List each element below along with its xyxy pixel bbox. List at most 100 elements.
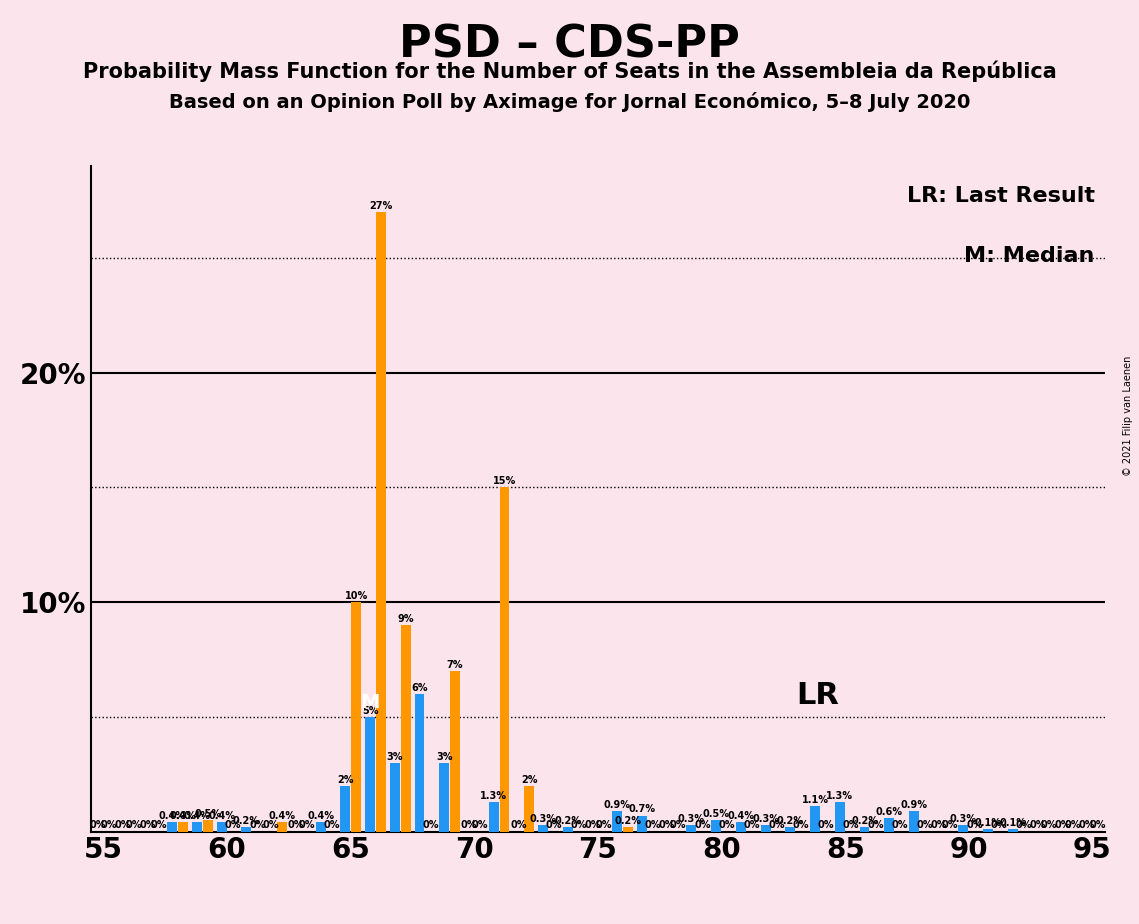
Bar: [860, 827, 869, 832]
Bar: [810, 807, 820, 832]
Text: 0%: 0%: [1054, 821, 1071, 831]
Bar: [983, 830, 993, 832]
Text: 0.2%: 0.2%: [232, 816, 260, 826]
Text: 0.2%: 0.2%: [777, 816, 804, 826]
Bar: [440, 763, 449, 832]
Text: 0%: 0%: [658, 821, 675, 831]
Text: Based on an Opinion Poll by Aximage for Jornal Económico, 5–8 July 2020: Based on an Opinion Poll by Aximage for …: [169, 92, 970, 113]
Bar: [376, 213, 386, 832]
Bar: [711, 821, 721, 832]
Text: M: M: [360, 693, 379, 712]
Bar: [958, 825, 968, 832]
Text: 0%: 0%: [100, 821, 117, 831]
Text: 0%: 0%: [224, 821, 240, 831]
Text: 0%: 0%: [645, 821, 661, 831]
Text: 0%: 0%: [298, 821, 316, 831]
Bar: [538, 825, 548, 832]
Text: 0%: 0%: [966, 821, 983, 831]
Bar: [687, 825, 696, 832]
Text: 9%: 9%: [398, 614, 413, 624]
Text: 0%: 0%: [596, 821, 612, 831]
Text: M: Median: M: Median: [965, 246, 1095, 266]
Bar: [786, 827, 795, 832]
Text: LR: Last Result: LR: Last Result: [907, 187, 1095, 206]
Text: 0%: 0%: [115, 821, 131, 831]
Text: 2%: 2%: [521, 774, 538, 784]
Text: 0.4%: 0.4%: [269, 811, 295, 821]
Text: 15%: 15%: [493, 477, 516, 486]
Bar: [524, 785, 534, 832]
Bar: [489, 802, 499, 832]
Text: 0%: 0%: [719, 821, 736, 831]
Text: 0%: 0%: [917, 821, 933, 831]
Text: 3%: 3%: [436, 751, 452, 761]
Text: 0.2%: 0.2%: [615, 816, 641, 826]
Text: 0%: 0%: [1065, 821, 1081, 831]
Text: 0%: 0%: [1030, 821, 1046, 831]
Text: 0.9%: 0.9%: [604, 800, 631, 809]
Text: 0%: 0%: [510, 821, 526, 831]
Text: 0%: 0%: [249, 821, 265, 831]
Text: © 2021 Filip van Laenen: © 2021 Filip van Laenen: [1123, 356, 1133, 476]
Text: 0%: 0%: [139, 821, 156, 831]
Text: 0%: 0%: [1090, 821, 1106, 831]
Bar: [623, 827, 633, 832]
Bar: [216, 822, 227, 832]
Text: 3%: 3%: [386, 751, 403, 761]
Bar: [241, 827, 252, 832]
Text: 0.3%: 0.3%: [678, 813, 705, 823]
Bar: [366, 717, 375, 832]
Text: 0%: 0%: [423, 821, 439, 831]
Text: 0%: 0%: [460, 821, 477, 831]
Text: 0%: 0%: [1040, 821, 1057, 831]
Text: 0%: 0%: [263, 821, 279, 831]
Text: 0%: 0%: [941, 821, 958, 831]
Bar: [450, 671, 460, 832]
Text: 1.3%: 1.3%: [826, 791, 853, 800]
Text: 0%: 0%: [670, 821, 686, 831]
Text: 0.4%: 0.4%: [183, 811, 211, 821]
Bar: [203, 821, 213, 832]
Text: 0%: 0%: [892, 821, 909, 831]
Text: 0%: 0%: [793, 821, 810, 831]
Text: 0%: 0%: [843, 821, 859, 831]
Text: 0.1%: 0.1%: [999, 818, 1026, 828]
Text: 0.5%: 0.5%: [195, 809, 221, 819]
Bar: [192, 822, 202, 832]
Text: 10%: 10%: [344, 591, 368, 601]
Bar: [341, 785, 350, 832]
Text: 0.3%: 0.3%: [752, 813, 779, 823]
Bar: [1008, 830, 1018, 832]
Text: 0%: 0%: [150, 821, 166, 831]
Text: 0.9%: 0.9%: [901, 800, 927, 809]
Text: 5%: 5%: [362, 706, 378, 716]
Text: 1.3%: 1.3%: [481, 791, 507, 800]
Bar: [415, 694, 425, 832]
Text: 0%: 0%: [472, 821, 487, 831]
Bar: [401, 626, 410, 832]
Bar: [277, 822, 287, 832]
Text: 0.7%: 0.7%: [629, 805, 655, 814]
Text: 27%: 27%: [369, 201, 393, 211]
Text: 0%: 0%: [931, 821, 947, 831]
Text: 0.4%: 0.4%: [208, 811, 235, 821]
Text: 0.4%: 0.4%: [158, 811, 186, 821]
Text: 0.6%: 0.6%: [876, 807, 903, 817]
Bar: [909, 811, 919, 832]
Text: 1.1%: 1.1%: [802, 796, 828, 805]
Text: 7%: 7%: [446, 660, 464, 670]
Text: 6%: 6%: [411, 683, 428, 693]
Bar: [351, 602, 361, 832]
Text: 0%: 0%: [1079, 821, 1096, 831]
Text: 0%: 0%: [818, 821, 834, 831]
Text: 0%: 0%: [90, 821, 106, 831]
Bar: [613, 811, 622, 832]
Text: 0%: 0%: [867, 821, 884, 831]
Bar: [178, 822, 188, 832]
Text: LR: LR: [796, 681, 838, 710]
Bar: [884, 818, 894, 832]
Text: 0%: 0%: [323, 821, 339, 831]
Text: 0%: 0%: [694, 821, 711, 831]
Text: 0.4%: 0.4%: [728, 811, 754, 821]
Text: 0%: 0%: [744, 821, 760, 831]
